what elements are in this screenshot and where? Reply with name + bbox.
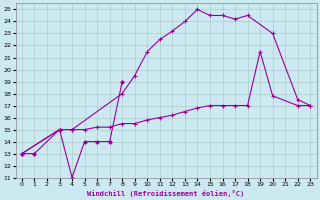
X-axis label: Windchill (Refroidissement éolien,°C): Windchill (Refroidissement éolien,°C) [87, 190, 245, 197]
